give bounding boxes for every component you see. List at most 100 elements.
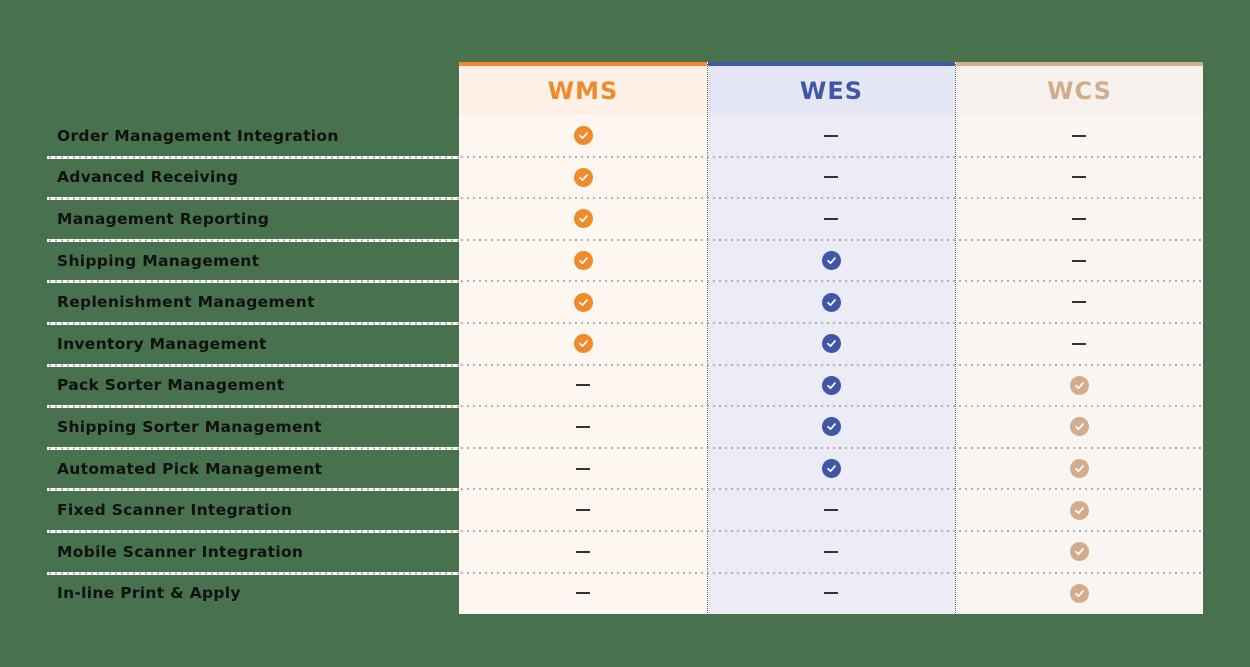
wcs-cell [955,157,1203,199]
row-divider [47,238,459,242]
check-circle-icon [1069,459,1089,479]
wes-cell [707,365,955,407]
dash-icon [1072,342,1086,345]
check-circle-icon [573,167,593,187]
wcs-cell [955,531,1203,573]
row-divider [47,529,459,533]
wms-cell [459,281,707,323]
row-divider [459,321,1203,324]
row-divider [459,155,1203,158]
wms-cell [459,323,707,365]
row-divider [459,405,1203,408]
wes-cell [707,406,955,448]
row-divider [47,363,459,367]
wes-cell [707,281,955,323]
wcs-cell [955,240,1203,282]
dash-icon [576,592,590,595]
wms-cell [459,365,707,407]
row-divider [459,571,1203,574]
row-divider [459,488,1203,491]
wms-cell [459,198,707,240]
dash-icon [824,550,838,553]
check-circle-icon [1069,500,1089,520]
dash-icon [1072,134,1086,137]
table-row: Order Management Integration [0,115,1250,159]
wcs-cell [955,406,1203,448]
row-divider [47,155,459,159]
row-divider [47,571,459,575]
wes-cell [707,157,955,199]
feature-label: Shipping Sorter Management [57,417,322,436]
dash-icon [1072,176,1086,179]
wms-cell [459,157,707,199]
row-divider [47,405,459,409]
feature-label: Management Reporting [57,209,270,228]
wcs-cell [955,448,1203,490]
check-circle-icon [821,375,841,395]
check-circle-icon [1069,417,1089,437]
wcs-cell [955,198,1203,240]
dash-icon [1072,217,1086,220]
check-circle-icon [1069,583,1089,603]
check-circle-icon [821,459,841,479]
wms-cell [459,489,707,531]
table-row: Advanced Receiving [0,157,1250,201]
row-divider [47,446,459,450]
row-divider [459,238,1203,241]
row-divider [459,446,1203,449]
feature-label: Shipping Management [57,251,260,270]
wms-accent-bar [459,62,707,66]
table-row: Management Reporting [0,198,1250,242]
wms-header: WMS [459,66,707,115]
check-circle-icon [1069,375,1089,395]
row-divider [47,488,459,492]
dash-icon [576,425,590,428]
dash-icon [1072,259,1086,262]
dash-icon [824,592,838,595]
wcs-cell [955,115,1203,157]
wcs-cell [955,323,1203,365]
wes-cell [707,115,955,157]
wcs-cell [955,573,1203,615]
feature-label: Pack Sorter Management [57,376,285,395]
dash-icon [824,134,838,137]
table-row: Pack Sorter Management [0,365,1250,409]
wcs-cell [955,489,1203,531]
feature-label: Order Management Integration [57,126,339,145]
table-row: Inventory Management [0,323,1250,367]
dash-icon [576,509,590,512]
check-circle-icon [573,292,593,312]
dash-icon [824,509,838,512]
table-row: Replenishment Management [0,281,1250,325]
wcs-cell [955,281,1203,323]
row-divider [459,197,1203,200]
wes-cell [707,323,955,365]
row-divider [47,280,459,284]
check-circle-icon [821,417,841,437]
table-row: Automated Pick Management [0,448,1250,492]
table-row: Mobile Scanner Integration [0,531,1250,575]
table-row: Shipping Sorter Management [0,406,1250,450]
wms-cell [459,406,707,448]
wes-cell [707,240,955,282]
dash-icon [1072,301,1086,304]
check-circle-icon [821,292,841,312]
dash-icon [576,550,590,553]
wes-cell [707,573,955,615]
feature-label: In-line Print & Apply [57,584,241,603]
dash-icon [824,217,838,220]
wcs-accent-bar [956,62,1203,66]
row-divider [459,529,1203,532]
table-row: Shipping Management [0,240,1250,284]
wes-accent-bar [708,62,955,66]
row-divider [459,363,1203,366]
wcs-cell [955,365,1203,407]
wes-cell [707,198,955,240]
feature-label: Fixed Scanner Integration [57,501,293,520]
wms-cell [459,448,707,490]
table-row: In-line Print & Apply [0,573,1250,615]
feature-label: Replenishment Management [57,293,315,312]
table-row: Fixed Scanner Integration [0,489,1250,533]
feature-label: Inventory Management [57,334,267,353]
check-circle-icon [821,334,841,354]
